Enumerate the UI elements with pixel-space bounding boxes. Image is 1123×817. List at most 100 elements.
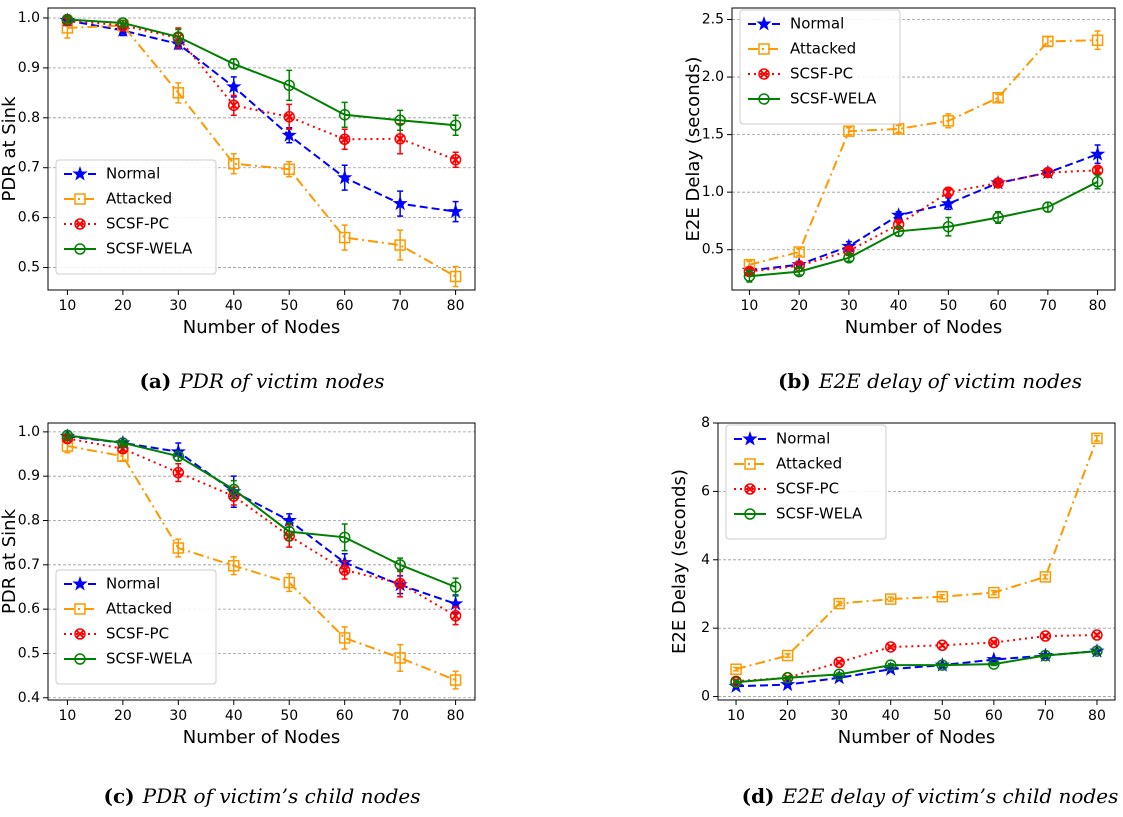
marker xyxy=(1089,146,1106,161)
marker-cross xyxy=(1041,631,1050,641)
marker-cross xyxy=(395,579,405,588)
marker xyxy=(228,99,240,112)
marker xyxy=(781,672,794,684)
marker xyxy=(61,13,74,26)
caption-label: (a) xyxy=(139,369,171,393)
x-tick-label: 10 xyxy=(58,708,76,724)
x-tick-label: 60 xyxy=(336,298,354,314)
marker xyxy=(744,483,756,495)
marker xyxy=(884,593,897,605)
series-line xyxy=(67,18,456,127)
legend-box xyxy=(725,424,887,540)
x-tick-label: 20 xyxy=(790,298,808,314)
marker xyxy=(74,243,86,255)
marker xyxy=(392,195,408,211)
y-tick-label: 8 xyxy=(701,415,710,431)
marker-cross xyxy=(340,565,349,575)
error-bar xyxy=(1042,653,1049,658)
caption-label: (d) xyxy=(742,784,775,808)
legend-label: Normal xyxy=(790,15,844,33)
error-bar xyxy=(452,577,459,597)
marker xyxy=(1039,630,1052,642)
marker xyxy=(833,597,845,610)
y-tick-label: 0.7 xyxy=(18,160,40,176)
legend-label: SCSF-PC xyxy=(776,480,839,498)
marker xyxy=(779,676,796,692)
marker-cross xyxy=(834,658,844,667)
marker xyxy=(283,79,295,92)
legend-label: SCSF-WELA xyxy=(790,90,877,108)
x-tick-label: 60 xyxy=(336,708,354,724)
chart: 0.5 0.6 0.7 0.8 0.9 1.0 10 20 30 40 50 60 70 80 Number… xyxy=(0,7,476,393)
marker xyxy=(449,674,462,686)
marker-cross xyxy=(944,187,953,197)
y-tick-label: 0.9 xyxy=(18,60,40,76)
series-line xyxy=(749,180,1099,278)
error-bar xyxy=(452,114,459,137)
error-bar xyxy=(784,675,791,680)
marker xyxy=(337,169,353,185)
marker-cross xyxy=(1043,168,1053,177)
error-bar xyxy=(887,663,894,668)
marker xyxy=(449,119,462,132)
marker xyxy=(228,559,240,572)
caption-text: PDR of victim nodes xyxy=(178,369,384,393)
error-bar xyxy=(452,265,459,288)
marker xyxy=(843,252,855,264)
series-line xyxy=(67,19,456,161)
marker xyxy=(992,211,1004,224)
marker xyxy=(833,656,845,669)
marker xyxy=(281,127,297,142)
marker xyxy=(758,93,770,105)
x-tick-label: 20 xyxy=(779,708,797,724)
marker-cross xyxy=(174,468,183,477)
marker xyxy=(988,636,1000,649)
chart: 0 2 4 6 8 10 20 30 40 50 60 70 80 Number of Nodes E2E … xyxy=(669,415,1118,808)
x-tick-label: 30 xyxy=(169,708,187,724)
error-bar xyxy=(230,556,237,576)
error-bar xyxy=(945,216,952,237)
error-bar xyxy=(286,69,293,102)
marker xyxy=(74,218,86,230)
marker xyxy=(283,163,295,175)
marker xyxy=(1039,649,1052,662)
caption-label: (b) xyxy=(778,369,811,393)
x-tick-label: 80 xyxy=(1089,298,1107,314)
marker xyxy=(283,525,295,538)
marker-cross xyxy=(451,611,460,620)
marker xyxy=(758,43,770,55)
x-axis-title: Number of Nodes xyxy=(183,727,340,748)
x-tick-label: 20 xyxy=(114,298,132,314)
series-line xyxy=(67,437,457,617)
y-tick-label: 0.6 xyxy=(18,210,40,226)
legend-box xyxy=(55,159,217,275)
marker-cross xyxy=(993,178,1003,188)
series-line xyxy=(67,445,456,682)
marker xyxy=(172,466,185,479)
marker xyxy=(1091,645,1103,657)
error-bar xyxy=(1094,30,1101,51)
marker xyxy=(890,207,907,222)
legend-label: SCSF-PC xyxy=(106,215,169,233)
x-tick-label: 50 xyxy=(280,708,298,724)
x-tick-label: 20 xyxy=(114,708,132,724)
error-bar xyxy=(175,82,182,104)
legend-label: Normal xyxy=(776,430,830,448)
y-tick-label: 0.6 xyxy=(18,601,40,617)
marker-cross xyxy=(1092,630,1102,640)
marker xyxy=(226,78,242,94)
legend-label: Attacked xyxy=(790,40,856,58)
error-bar xyxy=(64,432,71,439)
error-bar xyxy=(796,267,803,276)
error-bar xyxy=(746,269,753,283)
marker xyxy=(283,111,295,123)
y-tick-label: 0.5 xyxy=(18,260,40,276)
x-axis-title: Number of Nodes xyxy=(183,317,340,338)
marker xyxy=(744,508,756,520)
legend-label: Attacked xyxy=(776,455,842,473)
marker xyxy=(940,195,957,211)
marker-cross xyxy=(395,134,405,143)
marker xyxy=(884,641,897,653)
y-axis-title: E2E Delay (seconds) xyxy=(683,57,704,242)
y-tick-label: 1.0 xyxy=(18,424,40,440)
